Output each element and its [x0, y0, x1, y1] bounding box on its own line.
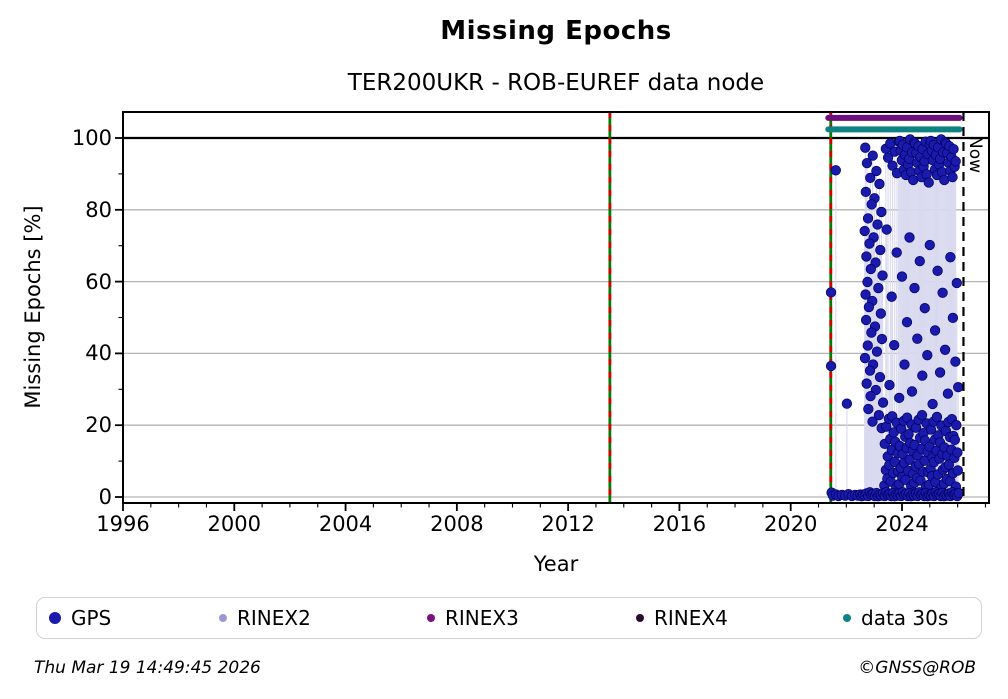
availability-bands [825, 114, 963, 133]
plot-frame [122, 111, 990, 504]
x-tick-label: 2024 [875, 512, 929, 536]
x-tick-label: 2004 [318, 512, 373, 536]
chart-canvas [115, 111, 990, 511]
rinex2-marker-icon [219, 613, 227, 622]
y-tick-label: 80 [85, 197, 112, 222]
now-annotation: Now [965, 136, 985, 174]
rinex4-marker-icon [636, 613, 644, 622]
legend-label: RINEX4 [654, 605, 728, 630]
page-subtitle: TER200UKR - ROB-EUREF data node [347, 70, 765, 96]
gps-marker-icon [49, 611, 61, 624]
y-tick-label: 60 [85, 269, 112, 294]
legend-item-data30s: data 30s [843, 598, 948, 637]
legend-item-rinex4: RINEX4 [636, 598, 728, 637]
y-tick-label: 100 [71, 126, 112, 150]
rinex3-marker-icon [427, 613, 435, 622]
legend-label: GPS [71, 605, 112, 630]
legend-label: RINEX3 [445, 605, 519, 630]
y-axis-label: Missing Epochs [%] [21, 205, 45, 409]
y-tick-label: 20 [85, 413, 112, 438]
legend-item-gps: GPS [49, 598, 111, 637]
x-tick-label: 2016 [652, 512, 707, 536]
timestamp-text: Thu Mar 19 14:49:45 2026 [34, 658, 261, 678]
x-tick-label: 2008 [430, 512, 484, 536]
page-title: Missing Epochs [440, 16, 672, 46]
x-tick-label: 2000 [207, 512, 262, 536]
credit-text: ©GNSS@ROB [858, 658, 976, 678]
x-tick-label: 1996 [96, 512, 150, 536]
axis-ticks [115, 137, 987, 511]
gridlines [123, 209, 989, 498]
x-axis-label: Year [533, 552, 579, 576]
legend-item-rinex2: RINEX2 [219, 598, 311, 637]
y-tick-label: 0 [98, 485, 112, 509]
legend-label: data 30s [861, 605, 949, 630]
x-tick-label: 2012 [541, 512, 595, 536]
legend-box: GPS RINEX2 RINEX3 RINEX4 data 30s [36, 597, 982, 639]
data30s-marker-icon [843, 613, 851, 622]
gps-scatter-points [825, 134, 964, 502]
x-tick-label: 2020 [763, 512, 818, 536]
legend-item-rinex3: RINEX3 [427, 598, 519, 637]
event-lines [608, 112, 833, 503]
legend-label: RINEX2 [237, 605, 311, 630]
y-tick-label: 40 [85, 341, 112, 366]
plot-area [115, 111, 990, 511]
